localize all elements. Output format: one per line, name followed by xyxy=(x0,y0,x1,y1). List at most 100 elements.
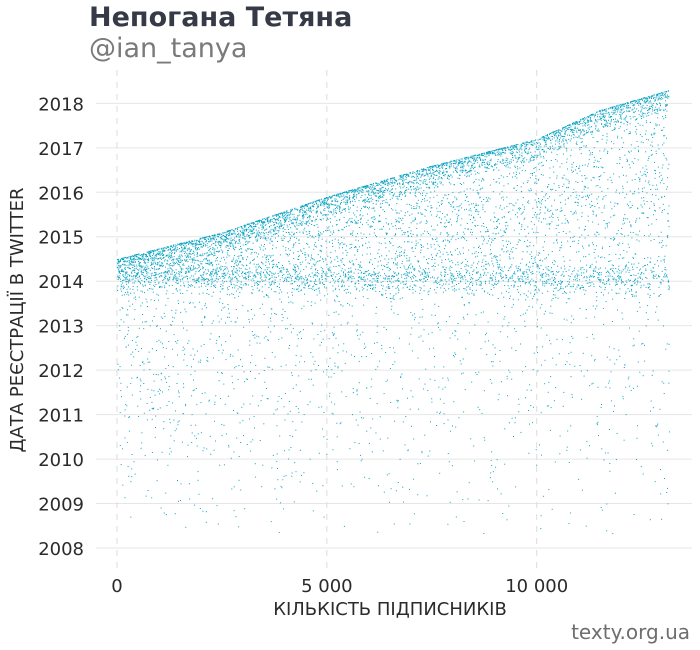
data-point xyxy=(244,238,246,240)
data-point xyxy=(163,512,165,514)
data-point xyxy=(412,172,414,174)
data-point xyxy=(208,278,209,280)
data-point xyxy=(262,222,264,224)
data-point xyxy=(211,281,213,283)
data-point xyxy=(227,395,229,397)
data-point xyxy=(427,291,429,293)
data-point xyxy=(303,414,305,416)
data-point xyxy=(158,273,160,274)
data-point xyxy=(311,301,313,303)
data-point xyxy=(165,255,167,257)
data-point xyxy=(421,273,423,275)
data-point xyxy=(199,244,201,245)
data-point xyxy=(189,253,191,255)
data-point xyxy=(284,221,286,223)
data-point xyxy=(360,218,362,220)
data-point xyxy=(370,183,372,185)
data-point xyxy=(174,244,176,246)
data-point xyxy=(343,197,345,199)
data-point xyxy=(322,428,323,430)
data-point xyxy=(286,270,288,272)
data-point xyxy=(273,283,275,285)
data-point xyxy=(212,320,214,322)
data-point xyxy=(302,232,304,234)
data-point xyxy=(384,191,386,193)
data-point xyxy=(297,258,299,260)
data-point xyxy=(420,176,422,178)
data-point xyxy=(403,173,405,175)
data-point xyxy=(298,259,300,260)
data-point xyxy=(151,250,153,252)
data-point xyxy=(272,240,274,242)
data-point xyxy=(339,211,341,212)
data-point xyxy=(243,273,245,275)
data-point xyxy=(252,395,254,397)
data-point xyxy=(369,197,371,199)
data-point xyxy=(215,272,217,274)
data-point xyxy=(218,251,220,253)
data-point xyxy=(318,206,320,208)
data-point xyxy=(245,272,247,274)
data-point xyxy=(427,279,428,280)
data-point xyxy=(401,251,402,253)
data-point xyxy=(343,201,345,203)
data-point xyxy=(283,273,285,275)
data-point xyxy=(184,285,185,287)
data-point xyxy=(363,199,365,201)
data-point xyxy=(316,218,317,220)
data-point xyxy=(248,223,250,225)
data-point xyxy=(194,273,196,275)
data-point xyxy=(186,271,188,273)
data-point xyxy=(208,241,210,243)
data-point xyxy=(240,489,242,491)
data-point xyxy=(327,214,329,216)
data-point xyxy=(125,268,126,270)
data-point xyxy=(209,264,211,266)
data-point xyxy=(346,191,348,192)
data-point xyxy=(419,279,420,281)
data-point xyxy=(137,376,138,378)
data-point xyxy=(287,214,289,216)
data-point xyxy=(414,247,416,249)
data-point xyxy=(134,268,136,270)
data-point xyxy=(345,249,347,251)
data-point xyxy=(378,184,380,186)
data-point xyxy=(244,237,246,239)
data-point xyxy=(120,382,122,384)
data-point xyxy=(146,278,148,280)
data-point xyxy=(304,283,306,285)
data-point xyxy=(213,235,215,237)
data-point xyxy=(191,432,193,434)
data-point xyxy=(424,383,426,385)
data-point xyxy=(414,208,416,210)
data-point xyxy=(161,275,163,277)
data-point xyxy=(162,280,164,281)
data-point xyxy=(120,261,122,263)
data-point xyxy=(426,220,427,222)
data-point xyxy=(274,313,276,314)
data-point xyxy=(402,183,404,185)
data-point xyxy=(378,191,380,193)
data-point xyxy=(129,278,131,280)
data-point xyxy=(359,290,361,292)
data-point xyxy=(397,313,399,315)
data-point xyxy=(268,216,270,218)
data-point xyxy=(303,216,305,218)
data-point xyxy=(162,255,164,256)
data-point xyxy=(363,186,365,188)
data-point xyxy=(426,221,428,223)
data-point xyxy=(366,213,368,215)
data-point xyxy=(403,265,405,267)
data-point xyxy=(128,416,130,418)
data-point xyxy=(136,266,138,268)
data-point xyxy=(238,232,240,234)
data-point xyxy=(152,274,154,276)
data-point xyxy=(394,420,396,422)
data-point xyxy=(182,249,184,251)
data-point xyxy=(232,233,234,235)
data-point xyxy=(354,268,356,270)
data-point xyxy=(176,279,178,281)
data-point xyxy=(331,369,333,371)
data-point xyxy=(136,344,138,346)
data-point xyxy=(171,258,173,260)
